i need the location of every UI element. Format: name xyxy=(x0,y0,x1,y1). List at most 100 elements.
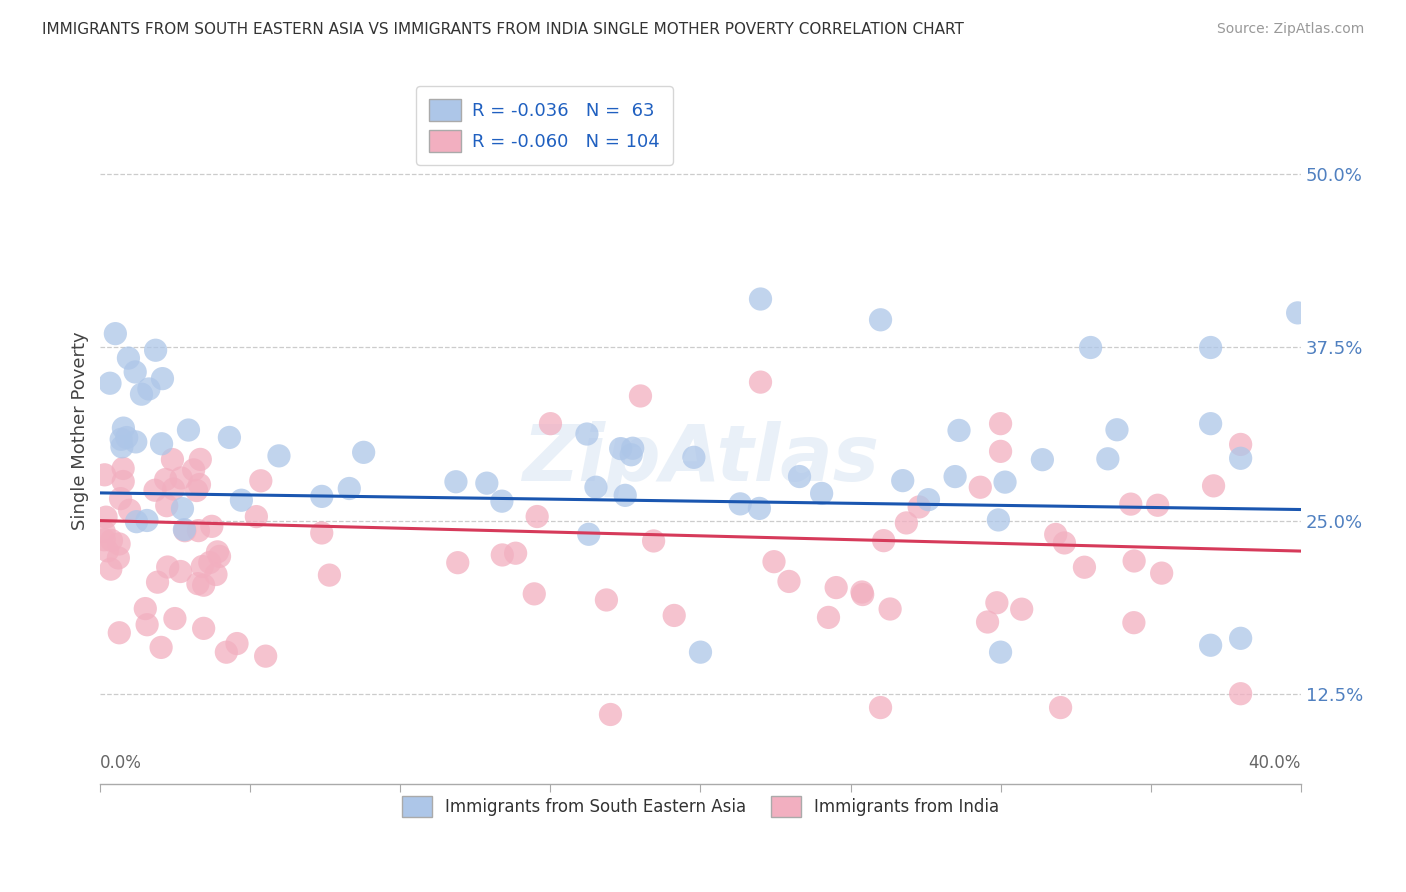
Point xyxy=(689,645,711,659)
Point xyxy=(491,494,513,508)
Point xyxy=(491,548,513,562)
Text: 0.0%: 0.0% xyxy=(100,754,142,772)
Point xyxy=(145,343,167,358)
Point xyxy=(817,610,839,624)
Point xyxy=(353,445,375,459)
Point xyxy=(96,544,118,558)
Y-axis label: Single Mother Poverty: Single Mother Poverty xyxy=(72,331,89,530)
Text: Source: ZipAtlas.com: Source: ZipAtlas.com xyxy=(1216,22,1364,37)
Point xyxy=(172,501,194,516)
Point xyxy=(170,471,193,485)
Point xyxy=(873,533,896,548)
Point xyxy=(1119,497,1142,511)
Point xyxy=(948,424,970,438)
Point xyxy=(152,371,174,385)
Point xyxy=(215,645,238,659)
Point xyxy=(124,365,146,379)
Point xyxy=(987,513,1010,527)
Point xyxy=(93,533,115,547)
Point xyxy=(162,452,184,467)
Legend: Immigrants from South Eastern Asia, Immigrants from India: Immigrants from South Eastern Asia, Immi… xyxy=(394,788,1008,825)
Point xyxy=(249,474,271,488)
Point xyxy=(728,497,751,511)
Point xyxy=(444,475,467,489)
Point xyxy=(1105,423,1128,437)
Point xyxy=(93,524,115,539)
Point xyxy=(1122,615,1144,630)
Point xyxy=(683,450,706,465)
Point xyxy=(125,434,148,449)
Point xyxy=(825,581,848,595)
Point xyxy=(1202,479,1225,493)
Point xyxy=(869,700,891,714)
Point xyxy=(156,499,179,513)
Point xyxy=(267,449,290,463)
Point xyxy=(621,442,644,456)
Point xyxy=(1286,306,1309,320)
Point xyxy=(851,585,873,599)
Point xyxy=(134,601,156,615)
Point xyxy=(311,489,333,503)
Point xyxy=(1045,527,1067,541)
Point xyxy=(193,621,215,635)
Point xyxy=(118,503,141,517)
Point xyxy=(585,480,607,494)
Point xyxy=(1123,554,1146,568)
Point xyxy=(614,488,637,502)
Point xyxy=(207,545,229,559)
Point xyxy=(112,461,135,475)
Point xyxy=(891,474,914,488)
Point xyxy=(852,588,875,602)
Point xyxy=(100,562,122,576)
Point xyxy=(976,615,998,629)
Point xyxy=(505,546,527,560)
Point xyxy=(150,640,173,655)
Point xyxy=(191,559,214,574)
Point xyxy=(908,500,931,514)
Point xyxy=(896,516,918,530)
Point xyxy=(311,525,333,540)
Point xyxy=(187,576,209,591)
Point xyxy=(131,387,153,401)
Point xyxy=(810,486,832,500)
Point xyxy=(749,292,772,306)
Text: ZipAtlas: ZipAtlas xyxy=(522,421,879,497)
Point xyxy=(188,452,211,467)
Point xyxy=(986,596,1008,610)
Point xyxy=(187,524,209,538)
Point xyxy=(183,463,205,477)
Point xyxy=(205,567,228,582)
Point xyxy=(186,483,208,498)
Point xyxy=(1229,632,1251,646)
Point xyxy=(943,469,966,483)
Point xyxy=(198,556,221,570)
Point xyxy=(150,436,173,450)
Point xyxy=(231,493,253,508)
Point xyxy=(163,611,186,625)
Point xyxy=(146,575,169,590)
Point xyxy=(599,707,621,722)
Point xyxy=(630,389,652,403)
Point xyxy=(917,492,939,507)
Point xyxy=(169,565,191,579)
Point xyxy=(136,617,159,632)
Point xyxy=(111,440,134,454)
Point xyxy=(110,432,132,446)
Point xyxy=(778,574,800,589)
Point xyxy=(447,556,470,570)
Point xyxy=(117,351,139,365)
Point xyxy=(578,527,600,541)
Point xyxy=(108,625,131,640)
Point xyxy=(177,423,200,437)
Point xyxy=(1011,602,1033,616)
Point xyxy=(748,501,770,516)
Point xyxy=(193,578,215,592)
Point xyxy=(1229,451,1251,466)
Point xyxy=(100,533,122,548)
Point xyxy=(609,442,631,456)
Point xyxy=(879,602,901,616)
Point xyxy=(1146,498,1168,512)
Point xyxy=(173,523,195,537)
Point xyxy=(1199,417,1222,431)
Point xyxy=(1229,437,1251,451)
